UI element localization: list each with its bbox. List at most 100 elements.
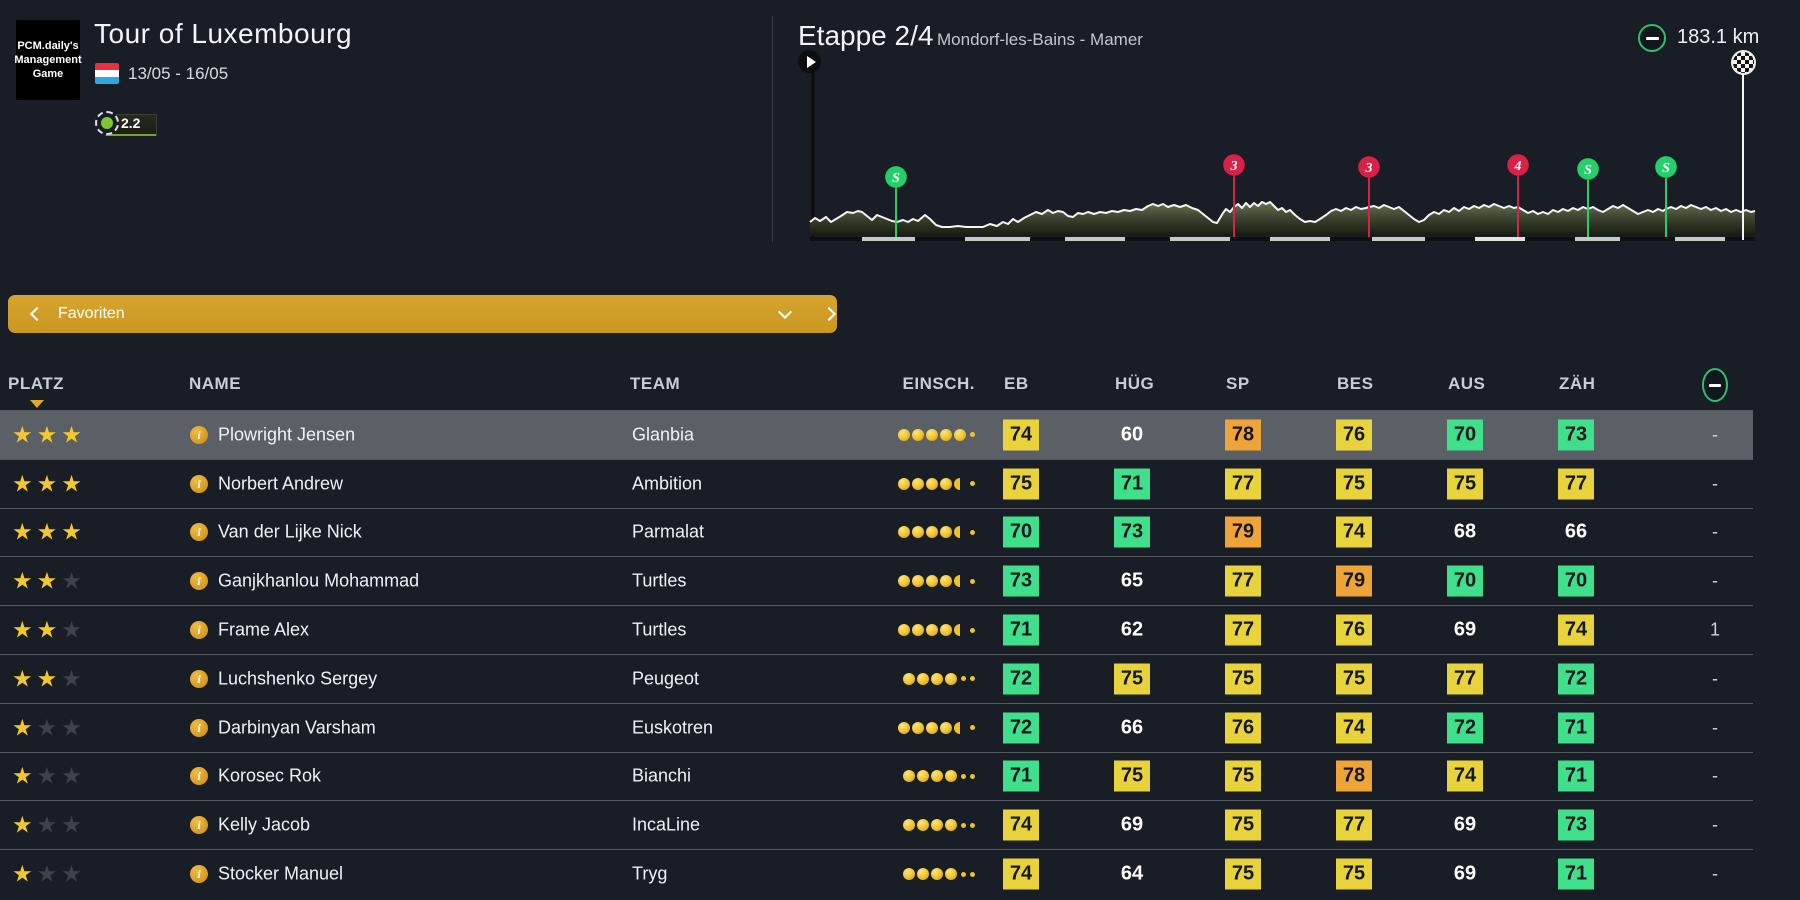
star-rating: ★★★	[12, 421, 86, 448]
column-header-sp[interactable]: SP	[1226, 374, 1250, 393]
stat-value-sp: 77	[1225, 614, 1261, 646]
rating-dot-icon	[95, 111, 119, 135]
star-filled-icon: ★	[36, 616, 62, 643]
rider-info-icon[interactable]: i	[190, 523, 208, 542]
table-header: PLATZ NAME TEAM EINSCH. EB HÜG SP BES AU…	[0, 360, 1753, 410]
star-filled-icon: ★	[36, 518, 62, 545]
star-filled-icon: ★	[12, 762, 37, 789]
column-header-name[interactable]: NAME	[189, 374, 242, 393]
logo-line: PCM.daily's	[17, 39, 79, 52]
stage-profile-chart: S 3 3 4 S S	[809, 72, 1756, 241]
rider-name: Frame Alex	[218, 619, 310, 640]
table-row[interactable]: ★★★ i Van der Lijke Nick Parmalat 70 73 79 74 68…	[0, 507, 1753, 557]
sprint-marker: S	[1576, 157, 1600, 237]
stat-value-hüg: 62	[1120, 618, 1144, 641]
column-header-einsch[interactable]: EINSCH.	[902, 374, 975, 393]
star-filled-icon: ★	[61, 421, 86, 448]
table-row[interactable]: ★★★ i Kelly Jacob IncaLine 74 69 75 77 69 73-	[0, 800, 1753, 849]
rider-info-icon[interactable]: i	[190, 669, 208, 688]
stage-result-value: -	[1712, 717, 1718, 738]
rider-name: Korosec Rok	[218, 765, 322, 786]
rider-info-icon[interactable]: i	[190, 425, 208, 444]
stat-value-aus: 70	[1447, 419, 1483, 451]
stat-value-eb: 72	[1003, 712, 1039, 744]
rider-info-icon[interactable]: i	[190, 865, 208, 884]
table-row[interactable]: ★★★ i Darbinyan Varsham Euskotren 72 66 76 74 72…	[0, 702, 1753, 752]
column-header-zah[interactable]: ZÄH	[1559, 374, 1596, 393]
star-empty-icon: ★	[36, 811, 62, 838]
rider-info-icon[interactable]: i	[190, 572, 208, 591]
stat-value-zäh: 66	[1564, 520, 1588, 543]
rating-dot-tiny	[970, 676, 975, 682]
race-title: Tour of Luxembourg	[94, 18, 353, 49]
rating-dot-tiny	[970, 432, 975, 438]
stage-route: Mondorf-les-Bains - Mamer	[937, 30, 1143, 49]
table-row[interactable]: ★★★ i Stocker Manuel Tryg 74 64 75 75 69 71-	[0, 849, 1753, 898]
star-empty-icon: ★	[61, 811, 86, 838]
sprint-marker: S	[884, 165, 908, 237]
table-row[interactable]: ★★★ i Korosec Rok Bianchi 71 75 75 78 74 71-	[0, 751, 1753, 801]
table-row[interactable]: ★★★ i Frame Alex Turtles 71 62 77 76 69 74 1	[0, 605, 1753, 654]
stat-value-zäh: 74	[1558, 614, 1594, 646]
rating-dot-tiny	[970, 529, 975, 535]
star-empty-icon: ★	[61, 616, 86, 643]
stat-value-aus: 69	[1453, 862, 1477, 885]
stat-value-sp: 75	[1225, 663, 1261, 695]
column-header-aus[interactable]: AUS	[1448, 374, 1486, 393]
chevron-left-icon[interactable]	[29, 306, 45, 322]
rating-dot-full	[940, 575, 952, 588]
chevron-down-icon[interactable]	[777, 304, 793, 320]
einsch-rating-dots	[845, 606, 975, 654]
rider-name: Ganjkhanlou Mohammad	[218, 570, 420, 591]
rating-dot-full	[945, 672, 957, 685]
stat-value-sp: 79	[1225, 516, 1261, 548]
table-row[interactable]: ★★★ i Plowright Jensen Glanbia 74 60 78 76 70 73-	[0, 410, 1753, 459]
stat-value-bes: 75	[1336, 468, 1372, 500]
luxembourg-flag-icon	[95, 63, 119, 84]
stat-value-sp: 77	[1225, 565, 1261, 597]
rating-dot-full	[931, 868, 943, 881]
einsch-rating-dots	[845, 460, 975, 508]
table-row[interactable]: ★★★ i Norbert Andrew Ambition 75 71 77 75 75 77-	[0, 458, 1753, 508]
table-row[interactable]: ★★★ i Ganjkhanlou Mohammad Turtles 73 65 77 79 7…	[0, 556, 1753, 605]
team-name: Tryg	[632, 863, 668, 884]
rider-name: Norbert Andrew	[218, 473, 344, 494]
table-row[interactable]: ★★★ i Luchshenko Sergey Peugeot 72 75 75 75 77 72…	[0, 653, 1753, 703]
column-header-bes[interactable]: BES	[1337, 374, 1374, 393]
team-name: Euskotren	[632, 717, 714, 738]
rating-dot-full	[898, 428, 910, 441]
rating-dot-full	[898, 477, 910, 490]
column-header-hug[interactable]: HÜG	[1115, 374, 1155, 393]
stat-value-hüg: 64	[1120, 862, 1144, 885]
column-header-platz[interactable]: PLATZ	[8, 374, 65, 393]
rating-dot-full	[917, 770, 929, 783]
star-empty-icon: ★	[36, 714, 62, 741]
stat-value-sp: 75	[1225, 809, 1261, 841]
rider-info-icon[interactable]: i	[190, 621, 208, 640]
rating-dot-full	[898, 721, 910, 734]
stat-value-hüg: 75	[1114, 760, 1150, 792]
star-filled-icon: ★	[12, 860, 37, 887]
rider-info-icon[interactable]: i	[190, 474, 208, 493]
chevron-right-icon[interactable]	[821, 306, 837, 322]
favoriten-dropdown[interactable]: Favoriten	[8, 295, 837, 333]
rating-dot-tiny	[970, 822, 975, 828]
star-filled-icon: ★	[12, 518, 37, 545]
rider-info-icon[interactable]: i	[190, 767, 208, 786]
stage-result-value: -	[1712, 668, 1718, 689]
einsch-rating-dots	[845, 557, 975, 605]
stage-result-value: -	[1712, 424, 1718, 445]
team-name: Ambition	[632, 473, 703, 494]
rider-info-icon[interactable]: i	[190, 816, 208, 835]
column-header-team[interactable]: TEAM	[630, 374, 681, 393]
stat-value-zäh: 71	[1558, 760, 1594, 792]
rider-info-icon[interactable]: i	[190, 718, 208, 737]
rating-dot-full	[940, 624, 952, 637]
column-header-eb[interactable]: EB	[1004, 374, 1029, 393]
stat-value-hüg: 69	[1120, 813, 1144, 836]
play-stage-button[interactable]	[798, 50, 821, 73]
star-rating: ★★★	[12, 665, 86, 692]
rating-dot-half	[954, 721, 966, 734]
stat-value-bes: 78	[1336, 760, 1372, 792]
rating-dot-full	[945, 819, 957, 832]
